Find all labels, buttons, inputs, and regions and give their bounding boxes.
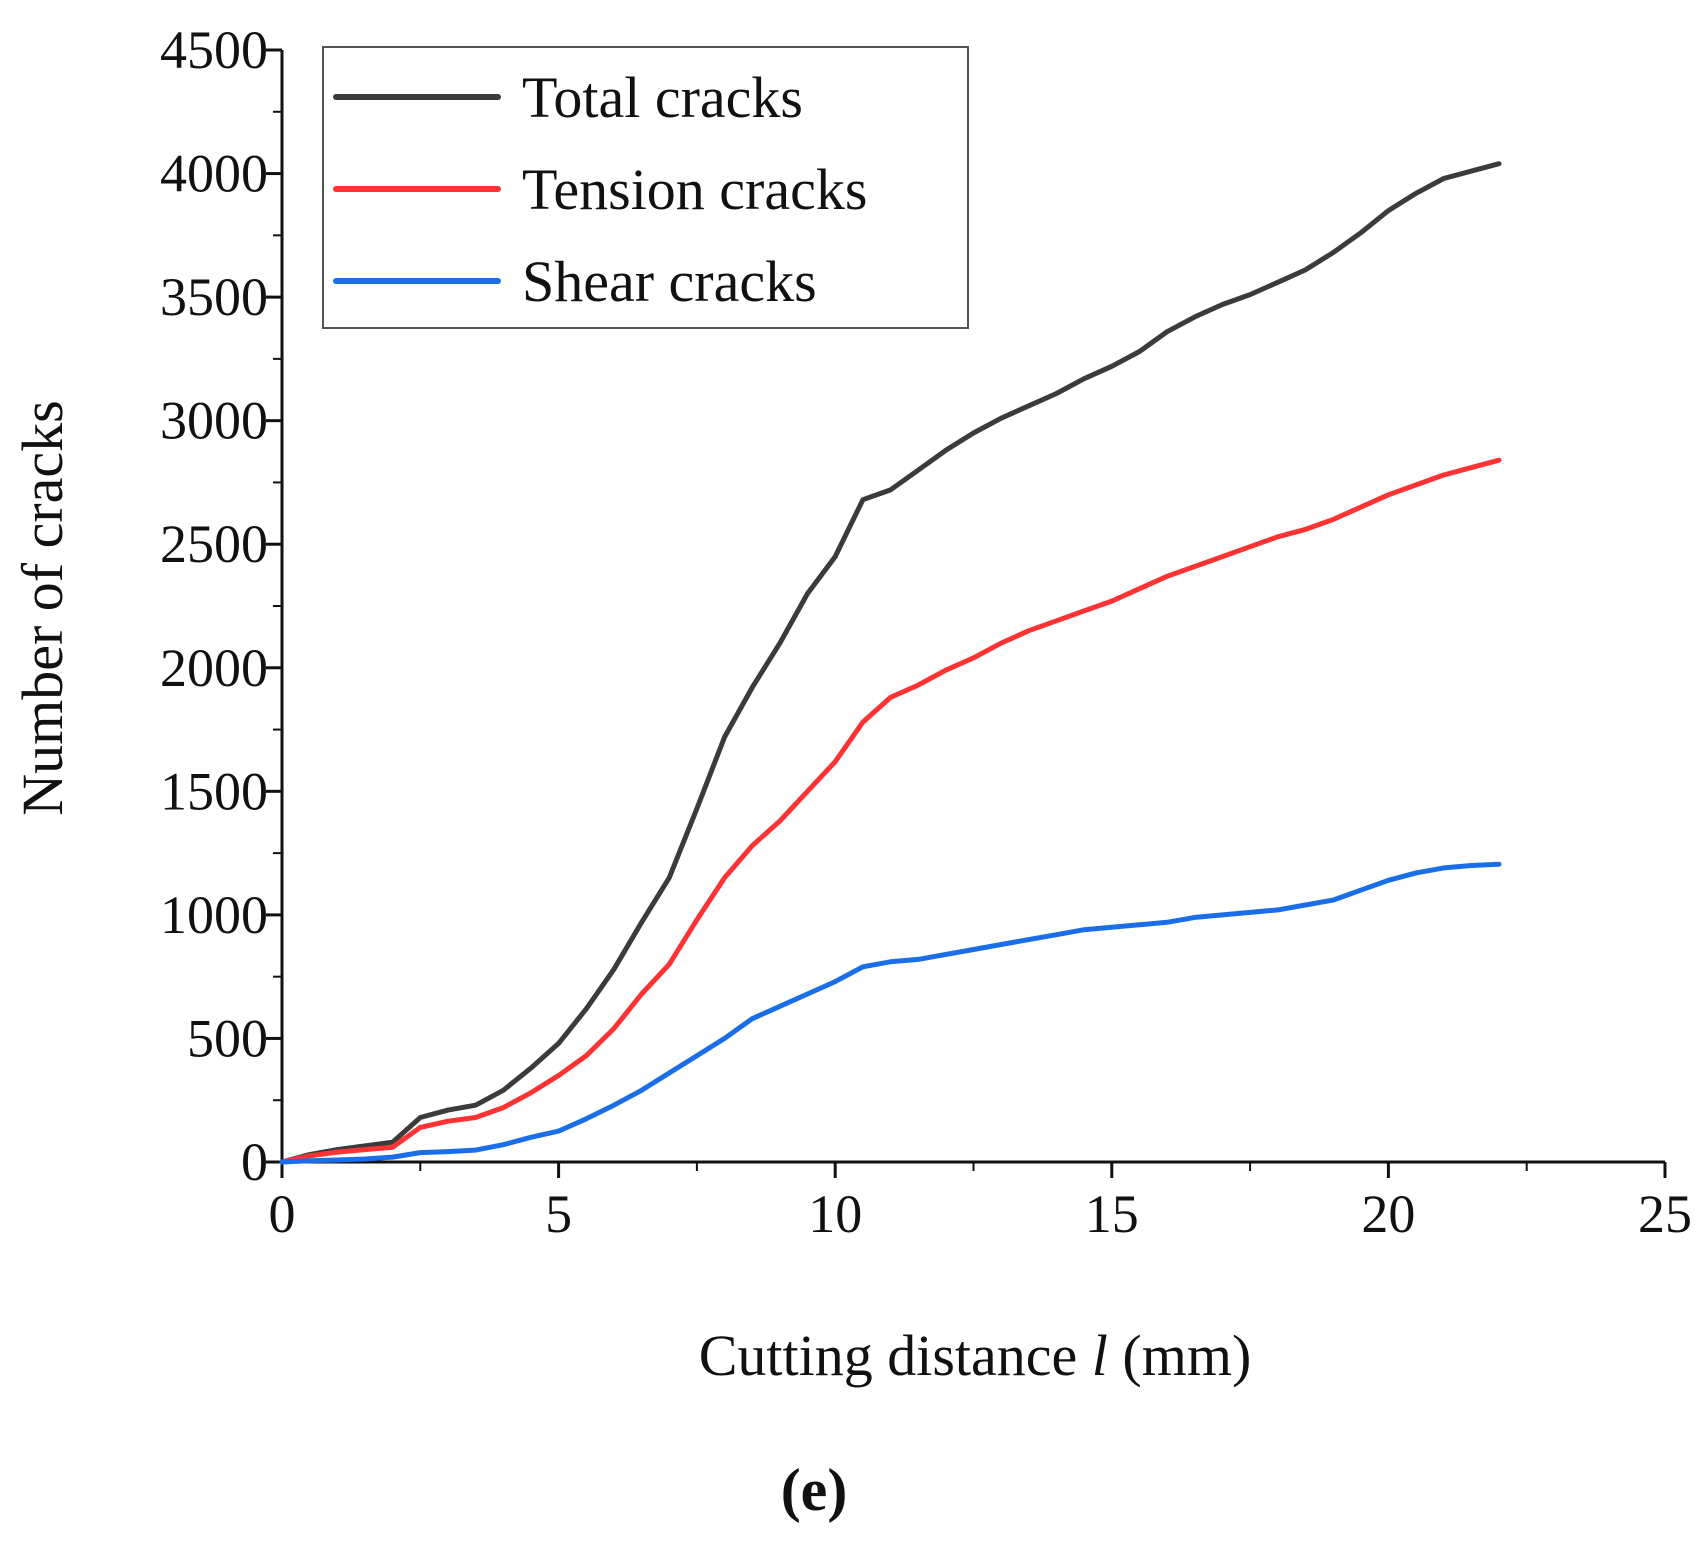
y-tick-label: 4500 (160, 20, 268, 80)
y-tick-label: 1000 (160, 885, 268, 945)
series-line-tension-cracks (279, 457, 1502, 1165)
y-tick-label: 3500 (160, 267, 268, 327)
x-axis-title-variable: l (1092, 1323, 1108, 1388)
y-tick-label: 2000 (160, 638, 268, 698)
x-axis-title-unit: (mm) (1108, 1323, 1251, 1388)
x-axis-title: Cutting distance l (mm) (699, 1323, 1252, 1388)
legend-label-total-cracks: Total cracks (522, 65, 803, 130)
series-line-shear-cracks (279, 861, 1502, 1165)
y-tick-label: 1500 (160, 761, 268, 821)
y-tick-label: 500 (187, 1008, 268, 1068)
x-tick-label: 15 (1085, 1184, 1139, 1244)
y-tick-label: 4000 (160, 144, 268, 204)
x-tick-label: 20 (1361, 1184, 1415, 1244)
x-tick-label: 10 (808, 1184, 862, 1244)
axes: 0 5 10 15 20 25 0 500 1000 1500 2000 2500 3000 3500 40… (160, 20, 1692, 1244)
x-tick-label: 5 (545, 1184, 572, 1244)
y-tick-label: 0 (241, 1132, 268, 1192)
y-tick-label: 3000 (160, 391, 268, 451)
legend: Total cracks Tension cracks Shear cracks (322, 46, 969, 329)
series-line-total-cracks (279, 161, 1502, 1165)
series-lines (279, 161, 1502, 1165)
x-tick-label: 25 (1638, 1184, 1692, 1244)
x-tick-label: 0 (269, 1184, 296, 1244)
x-axis-title-prefix: Cutting distance (699, 1323, 1092, 1388)
y-tick-label: 2500 (160, 514, 268, 574)
panel-label: (e) (781, 1457, 848, 1523)
legend-label-tension-cracks: Tension cracks (522, 157, 867, 222)
y-axis-title: Number of cracks (10, 400, 75, 816)
legend-label-shear-cracks: Shear cracks (522, 249, 817, 314)
